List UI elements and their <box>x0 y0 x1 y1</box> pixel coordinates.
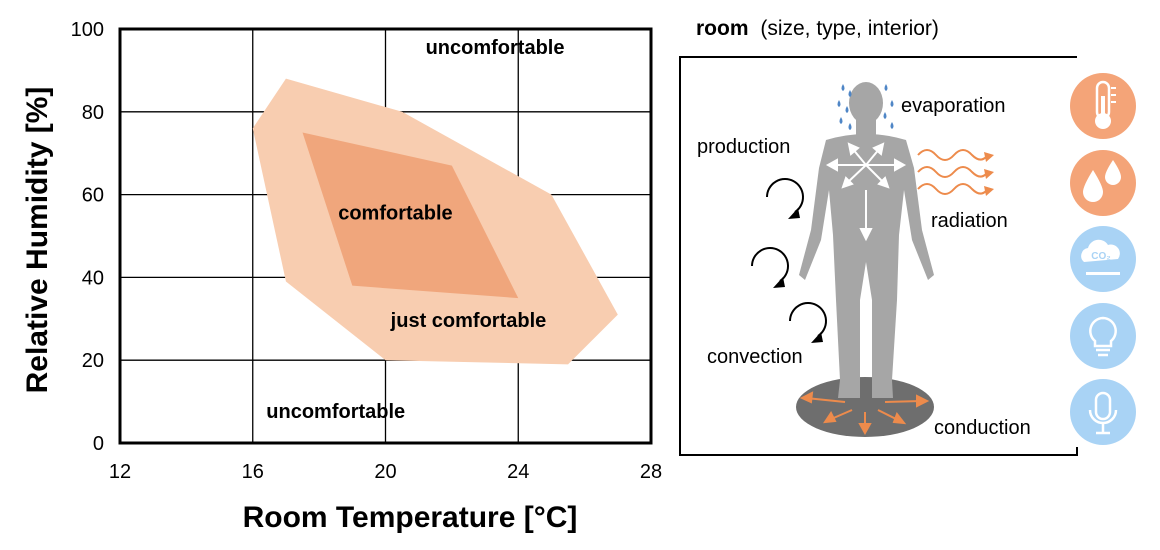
microphone-icon <box>1070 379 1136 445</box>
x-tick-label: 28 <box>640 461 662 483</box>
sweat-drops-icon <box>837 84 894 130</box>
convection-swirls-icon <box>751 178 827 337</box>
room-title-rest: (size, type, interior) <box>760 17 939 40</box>
co2-icon: CO₂ <box>1070 226 1136 292</box>
annotation-comfortable: comfortable <box>338 202 452 224</box>
label-evaporation: evaporation <box>901 95 1006 117</box>
y-axis-label: Relative Humidity [%] <box>21 87 54 394</box>
plot-frame <box>118 27 653 445</box>
floor-disk <box>796 377 934 437</box>
body-heat-arrows <box>825 142 907 242</box>
radiation-waves-icon <box>917 149 987 195</box>
x-tick-label: 20 <box>374 461 396 483</box>
annotation-uncomfortable: uncomfortable <box>266 401 405 423</box>
x-tick-label: 16 <box>242 461 264 483</box>
co2-label: CO₂ <box>1091 251 1110 262</box>
room-frame <box>679 56 1078 456</box>
label-convection: convection <box>707 346 803 368</box>
y-tick-label: 0 <box>93 433 104 455</box>
human-figure-icon <box>799 82 934 398</box>
comfort-chart: 12 16 20 24 28 0 20 40 60 80 100 uncomfortable com… <box>21 19 662 534</box>
annotation-just-comfortable: just comfortable <box>390 310 547 332</box>
annotation-uncomfortable: uncomfortable <box>426 37 565 59</box>
room-title: room (size, type, interior) <box>696 17 939 40</box>
y-tick-label: 100 <box>71 19 104 41</box>
x-tick-label: 12 <box>109 461 131 483</box>
region-annotations: uncomfortable comfortable just comfortable… <box>266 37 564 423</box>
label-radiation: radiation <box>931 210 1008 232</box>
thermometer-icon <box>1070 73 1136 139</box>
y-tick-labels: 0 20 40 60 80 100 <box>71 19 104 455</box>
room-title-bold: room <box>696 17 749 40</box>
y-tick-label: 60 <box>82 185 104 207</box>
label-production: production <box>697 136 790 158</box>
conduction-arrows <box>799 391 930 436</box>
region-comfortable <box>302 132 519 299</box>
x-tick-labels: 12 16 20 24 28 <box>109 461 662 483</box>
humidity-drops-icon <box>1070 150 1136 216</box>
y-tick-label: 20 <box>82 350 104 372</box>
label-conduction: conduction <box>934 417 1031 439</box>
light-bulb-icon <box>1070 303 1136 369</box>
x-axis-label: Room Temperature [°C] <box>243 501 578 534</box>
radiation-arrowheads <box>984 152 994 196</box>
x-tick-label: 24 <box>507 461 529 483</box>
y-tick-label: 80 <box>82 102 104 124</box>
comfort-regions <box>252 78 618 365</box>
convection-arrowheads <box>773 208 823 343</box>
y-tick-label: 40 <box>82 267 104 289</box>
